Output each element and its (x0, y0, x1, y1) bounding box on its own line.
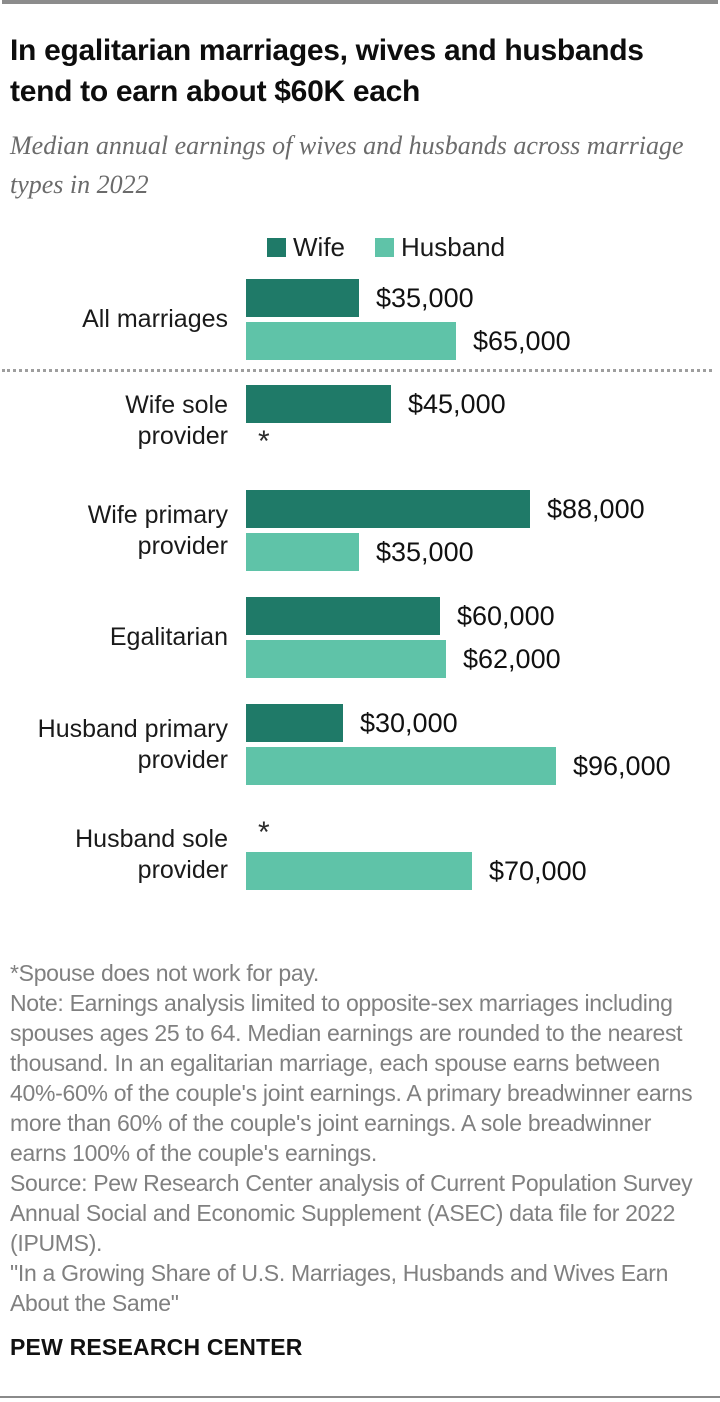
page-title: In egalitarian marriages, wives and husb… (10, 34, 644, 108)
wife-swatch-icon (267, 238, 286, 257)
chart-card: In egalitarian marriages, wives and husb… (0, 30, 720, 1361)
value-label: $62,000 (463, 643, 561, 674)
pew-research-center-logo: PEW RESEARCH CENTER (10, 1334, 303, 1360)
value-label: $45,000 (408, 388, 506, 419)
value-label: $30,000 (360, 707, 458, 738)
legend-item-wife: Wife (267, 232, 345, 263)
wife-bar (246, 704, 343, 742)
bar-group: $45,000 * (246, 385, 712, 458)
value-label: $88,000 (547, 493, 645, 524)
bar-line: $96,000 (246, 747, 712, 785)
category-label: Husband sole provider (75, 824, 228, 884)
chart-row-wife-sole-provider: Wife sole provider $45,000 * (10, 385, 712, 458)
bar-chart: All marriages $35,000 $65,000 Wife sole pro… (2, 279, 712, 890)
husband-bar (246, 852, 472, 890)
bar-line: $70,000 (246, 852, 712, 890)
chart-subtitle: Median annual earnings of wives and husb… (10, 131, 684, 199)
bar-line: $30,000 (246, 704, 712, 742)
legend-label-wife: Wife (293, 232, 345, 262)
bar-line: $35,000 (246, 279, 712, 317)
bar-group: $30,000 $96,000 (246, 704, 712, 785)
category-label: Egalitarian (109, 623, 228, 651)
bar-line: $35,000 (246, 533, 712, 571)
value-label: $65,000 (473, 325, 571, 356)
husband-bar (246, 533, 359, 571)
husband-bar (246, 640, 446, 678)
wife-bar (246, 385, 391, 423)
bar-line: $45,000 (246, 385, 712, 423)
chart-row-husband-sole-provider: Husband sole provider * $70,000 (10, 816, 712, 890)
legend-label-husband: Husband (401, 232, 506, 262)
value-label: $96,000 (573, 750, 671, 781)
bar-line: $65,000 (246, 322, 712, 360)
wife-bar (246, 279, 359, 317)
husband-swatch-icon (375, 238, 394, 257)
asterisk-marker: * (258, 816, 270, 849)
bar-group: $60,000 $62,000 (246, 597, 712, 678)
chart-notes: *Spouse does not work for pay. Note: Ear… (10, 958, 712, 1318)
bottom-border (0, 1396, 720, 1398)
value-label: $60,000 (457, 600, 555, 631)
no-earnings-line: * (246, 816, 712, 849)
chart-row-egalitarian: Egalitarian $60,000 $62,000 (10, 597, 712, 678)
husband-bar (246, 747, 556, 785)
no-earnings-line: * (246, 425, 712, 458)
bar-group: $88,000 $35,000 (246, 490, 712, 571)
report-title-text: "In a Growing Share of U.S. Marriages, H… (10, 1260, 669, 1316)
note-text: Note: Earnings analysis limited to oppos… (10, 990, 693, 1166)
bar-line: $60,000 (246, 597, 712, 635)
value-label: $35,000 (376, 282, 474, 313)
chart-row-husband-primary-provider: Husband primary provider $30,000 $96,000 (10, 704, 712, 785)
dotted-divider (2, 369, 712, 372)
category-label: All marriages (82, 305, 228, 333)
chart-row-all-marriages: All marriages $35,000 $65,000 (10, 279, 712, 360)
bar-line: $88,000 (246, 490, 712, 528)
value-label: $70,000 (489, 855, 587, 886)
bar-line: $62,000 (246, 640, 712, 678)
legend-item-husband: Husband (375, 232, 505, 263)
category-label: Husband primary provider (37, 714, 228, 774)
value-label: $35,000 (376, 536, 474, 567)
top-border (2, 0, 718, 4)
source-text: Source: Pew Research Center analysis of … (10, 1170, 693, 1256)
asterisk-marker: * (258, 425, 270, 458)
bar-group: * $70,000 (246, 816, 712, 890)
bar-group: $35,000 $65,000 (246, 279, 712, 360)
wife-bar (246, 597, 440, 635)
chart-legend: Wife Husband (267, 232, 712, 263)
asterisk-footnote: *Spouse does not work for pay. (10, 960, 319, 986)
category-label: Wife primary provider (87, 500, 228, 560)
wife-bar (246, 490, 530, 528)
husband-bar (246, 322, 456, 360)
category-label: Wife sole provider (125, 390, 228, 450)
chart-row-wife-primary-provider: Wife primary provider $88,000 $35,000 (10, 490, 712, 571)
